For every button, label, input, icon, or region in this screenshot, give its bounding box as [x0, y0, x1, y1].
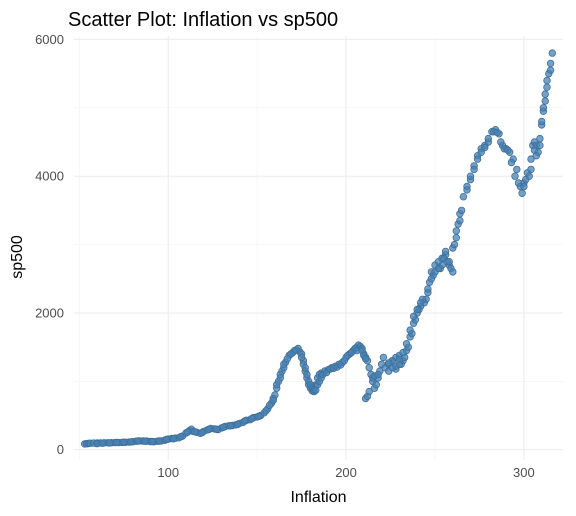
data-point [542, 98, 549, 105]
y-tick-label: 6000 [35, 32, 64, 47]
data-point [298, 354, 305, 361]
data-point [227, 422, 234, 429]
data-point [380, 354, 387, 361]
data-point [526, 173, 533, 180]
data-point [410, 313, 417, 320]
data-point [375, 371, 382, 378]
data-point [458, 207, 465, 214]
data-point [453, 228, 460, 235]
data-point [403, 340, 410, 347]
data-point [442, 248, 449, 255]
data-point [542, 91, 549, 98]
data-point [400, 349, 407, 356]
data-point [128, 439, 135, 446]
x-axis-title: Inflation [290, 489, 346, 506]
y-tick-label: 4000 [35, 169, 64, 184]
y-axis-title: sp500 [9, 235, 26, 279]
data-point [177, 433, 184, 440]
data-point [302, 364, 309, 371]
data-point [142, 438, 149, 445]
data-point [106, 440, 113, 447]
data-point [544, 84, 551, 91]
data-point [512, 173, 519, 180]
data-point [414, 306, 421, 313]
data-point [373, 382, 380, 389]
data-point [362, 356, 369, 363]
data-point [457, 217, 464, 224]
data-point [485, 135, 492, 142]
data-point [544, 77, 551, 84]
data-point [453, 234, 460, 241]
data-point [528, 166, 535, 173]
data-point [514, 166, 521, 173]
data-point [156, 438, 163, 445]
data-point [241, 418, 248, 425]
data-point [170, 436, 177, 443]
data-point [234, 421, 241, 428]
data-point [256, 413, 263, 420]
data-point [471, 166, 478, 173]
data-point [494, 129, 501, 136]
data-point [474, 156, 481, 163]
data-point [460, 193, 467, 200]
data-point [537, 135, 544, 142]
data-point [547, 60, 554, 67]
data-point [508, 159, 515, 166]
data-point [366, 388, 373, 395]
data-point [263, 408, 270, 415]
data-point [537, 142, 544, 149]
data-point [407, 327, 414, 334]
data-point [113, 439, 120, 446]
data-point [451, 241, 458, 248]
data-point [192, 429, 199, 436]
y-tick-label: 2000 [35, 305, 64, 320]
data-point [439, 262, 446, 269]
data-point [213, 426, 220, 433]
data-point [498, 139, 505, 146]
data-point [450, 269, 457, 276]
data-point [281, 361, 288, 368]
x-tick-label: 200 [335, 465, 357, 480]
data-point [206, 426, 213, 433]
data-point [505, 147, 512, 154]
data-point [396, 361, 403, 368]
data-point [549, 50, 556, 57]
data-point [199, 429, 206, 436]
data-point [425, 286, 432, 293]
y-tick-label: 0 [57, 442, 64, 457]
data-point [417, 299, 424, 306]
data-point [121, 439, 128, 446]
data-point [521, 183, 528, 190]
data-point [467, 173, 474, 180]
data-point [185, 429, 192, 436]
data-point [464, 187, 471, 194]
data-point [163, 436, 170, 443]
data-point [99, 440, 106, 447]
data-point [304, 371, 311, 378]
data-point [446, 258, 453, 265]
data-point [273, 382, 280, 389]
data-point [519, 190, 526, 197]
data-point [533, 152, 540, 159]
data-point [220, 424, 227, 431]
data-point [270, 397, 277, 404]
data-point [149, 438, 156, 445]
x-tick-label: 100 [157, 465, 179, 480]
x-tick-label: 300 [513, 465, 535, 480]
data-point [547, 67, 554, 74]
data-point [277, 375, 284, 382]
data-point [482, 144, 489, 151]
data-point [135, 438, 142, 445]
data-point [249, 415, 256, 422]
data-point [540, 105, 547, 112]
data-point [428, 276, 435, 283]
chart-title: Scatter Plot: Inflation vs sp500 [68, 9, 338, 31]
data-point [538, 118, 545, 125]
data-point [366, 364, 373, 371]
